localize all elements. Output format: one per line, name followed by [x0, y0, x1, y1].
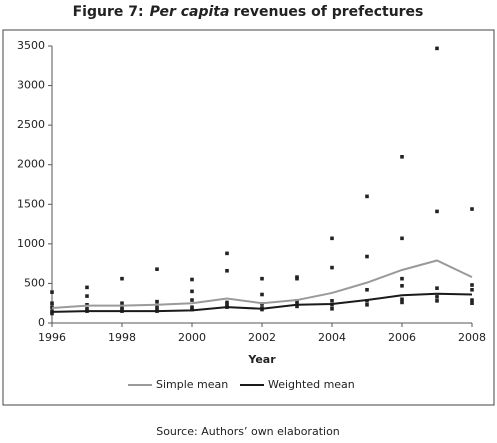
- chart-title: Figure 7: Per capita revenues of prefectur…: [73, 4, 424, 20]
- scatter-point: [225, 300, 229, 305]
- x-tick-label: 1998: [108, 331, 136, 344]
- x-tick-label: 2002: [248, 331, 276, 344]
- y-tick-label: 500: [24, 276, 45, 289]
- scatter-point: [295, 276, 299, 281]
- scatter-point: [295, 304, 299, 309]
- scatter-point: [225, 268, 229, 273]
- scatter-point: [365, 194, 369, 199]
- series-line: [51, 259, 473, 309]
- title-part: Figure 7:: [73, 4, 144, 20]
- scatter-point: [400, 297, 404, 302]
- source-note: Source: Authors’ own elaboration: [156, 425, 340, 438]
- scatter-point: [225, 251, 229, 256]
- scatter-point: [50, 301, 54, 306]
- chart-frame: [2, 29, 495, 406]
- x-tick-label: 2000: [178, 331, 206, 344]
- scatter-point: [470, 207, 474, 211]
- x-axis-label: Year: [247, 353, 276, 366]
- y-tick-label: 2500: [17, 118, 45, 131]
- y-tick-label: 3500: [17, 39, 45, 52]
- scatter-point: [120, 301, 124, 306]
- x-tick-label: 2004: [318, 331, 346, 344]
- scatter-point: [400, 284, 404, 288]
- scatter-point: [435, 295, 439, 299]
- scatter-point: [330, 265, 334, 270]
- scatter-point: [190, 289, 194, 294]
- scatter-point: [470, 287, 474, 292]
- scatter-point: [470, 283, 474, 287]
- scatter-point: [365, 287, 369, 292]
- x-tick-label: 1996: [38, 331, 66, 344]
- y-tick-label: 1500: [17, 197, 45, 210]
- series-line: [51, 292, 473, 313]
- legend-label: Weighted mean: [268, 378, 355, 391]
- scatter-point: [190, 298, 194, 302]
- scatter-point: [435, 286, 439, 290]
- scatter-point: [85, 306, 89, 311]
- scatter-point: [190, 277, 194, 282]
- scatter-point: [155, 306, 159, 311]
- x-tick-label: 2006: [388, 331, 416, 344]
- scatter-point: [260, 292, 264, 297]
- scatter-point: [155, 267, 159, 271]
- y-tick-label: 0: [38, 316, 45, 329]
- scatter-point: [50, 311, 54, 316]
- y-tick-label: 1000: [17, 237, 45, 250]
- y-tick-label: 2000: [17, 158, 45, 171]
- scatter-point: [85, 294, 89, 298]
- scatter-point: [435, 209, 439, 214]
- scatter-point: [400, 300, 404, 305]
- scatter-point: [365, 254, 369, 259]
- title-part: revenues of prefectures: [233, 4, 423, 20]
- scatter-point: [330, 299, 334, 303]
- legend-label: Simple mean: [156, 378, 228, 391]
- scatter-point: [120, 305, 124, 309]
- scatter-point: [470, 301, 474, 306]
- x-tick-label: 2008: [458, 331, 486, 344]
- scatter-point: [435, 46, 439, 51]
- scatter-point: [400, 276, 404, 281]
- scatter-point: [400, 236, 404, 241]
- scatter-point: [330, 306, 334, 311]
- scatter-point: [120, 276, 124, 281]
- scatter-point: [330, 236, 334, 241]
- y-tick-label: 3000: [17, 79, 45, 92]
- scatter-point: [470, 298, 474, 302]
- scatter-point: [155, 299, 159, 304]
- scatter-point: [50, 290, 54, 294]
- title-part: Per capita: [150, 4, 230, 20]
- scatter-point: [85, 285, 89, 290]
- scatter-point: [365, 302, 369, 307]
- scatter-point: [435, 299, 439, 303]
- scatter-point: [190, 305, 194, 309]
- scatter-point: [260, 276, 264, 281]
- scatter-point: [400, 155, 404, 159]
